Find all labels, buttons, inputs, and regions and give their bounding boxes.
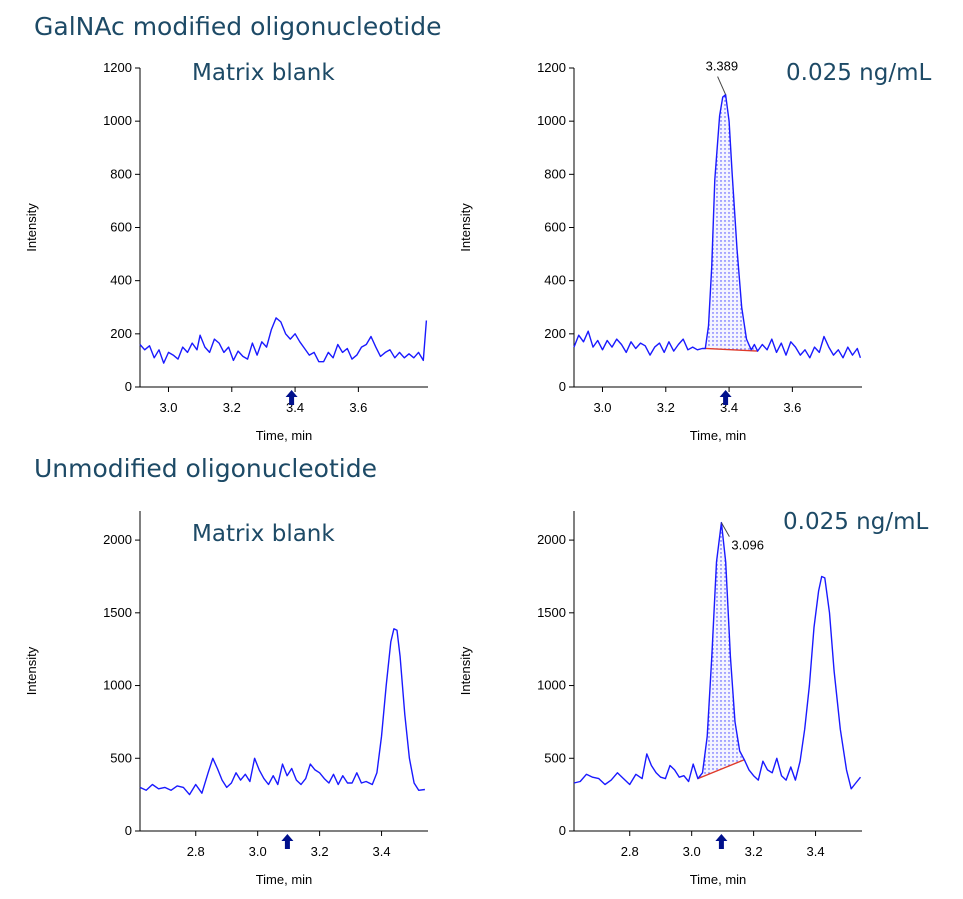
y-tick-label: 1200: [103, 60, 132, 75]
x-tick-label: 3.4: [373, 844, 391, 859]
y-tick-label: 0: [125, 379, 132, 394]
peak-leader-line: [720, 522, 730, 537]
retention-time-arrow-icon: [715, 834, 728, 849]
y-tick-label: 400: [110, 273, 132, 288]
y-axis-title: Intensity: [24, 646, 39, 695]
panel-label-concentration-bottom: 0.025 ng/mL: [783, 509, 929, 535]
peak-label: 3.389: [706, 59, 739, 74]
y-tick-label: 1000: [537, 678, 566, 693]
y-tick-label: 1500: [537, 605, 566, 620]
y-tick-label: 200: [110, 326, 132, 341]
panel-label-matrix-blank-top: Matrix blank: [192, 60, 335, 86]
x-tick-label: 3.2: [311, 844, 329, 859]
y-tick-label: 1000: [537, 113, 566, 128]
peak-baseline: [697, 759, 745, 780]
y-tick-label: 1200: [537, 60, 566, 75]
y-tick-label: 1000: [103, 113, 132, 128]
peak-area: [697, 522, 745, 779]
panel-label-concentration-top: 0.025 ng/mL: [786, 60, 932, 86]
y-axis-title: Intensity: [458, 203, 473, 252]
intensity-trace: [573, 93, 862, 359]
y-tick-label: 200: [544, 326, 566, 341]
x-tick-label: 3.6: [783, 400, 801, 415]
y-tick-label: 2000: [537, 532, 566, 547]
y-tick-label: 0: [559, 823, 566, 838]
y-tick-label: 2000: [103, 532, 132, 547]
x-tick-label: 3.6: [349, 400, 367, 415]
y-tick-label: 400: [544, 273, 566, 288]
x-tick-label: 3.0: [249, 844, 267, 859]
y-axis-title: Intensity: [458, 646, 473, 695]
y-tick-label: 1500: [103, 605, 132, 620]
section-title-unmodified: Unmodified oligonucleotide: [34, 454, 377, 483]
y-tick-label: 600: [544, 220, 566, 235]
peak-area: [705, 94, 758, 352]
section-title-galnac: GalNAc modified oligonucleotide: [34, 12, 442, 41]
y-tick-label: 800: [110, 166, 132, 181]
intensity-trace: [139, 317, 428, 364]
x-tick-label: 3.2: [745, 844, 763, 859]
x-tick-label: 2.8: [187, 844, 205, 859]
x-tick-label: 3.0: [159, 400, 177, 415]
y-axis-title: Intensity: [24, 203, 39, 252]
y-tick-label: 1000: [103, 678, 132, 693]
intensity-trace: [139, 628, 425, 796]
y-tick-label: 500: [110, 750, 132, 765]
x-axis-title: Time, min: [256, 428, 313, 443]
y-tick-label: 0: [559, 379, 566, 394]
x-tick-label: 3.2: [223, 400, 241, 415]
x-tick-label: 3.4: [807, 844, 825, 859]
y-tick-label: 500: [544, 750, 566, 765]
x-tick-label: 3.0: [683, 844, 701, 859]
retention-time-arrow-icon: [281, 834, 294, 849]
x-axis-title: Time, min: [690, 428, 747, 443]
x-tick-label: 3.2: [657, 400, 675, 415]
peak-baseline: [705, 347, 758, 352]
x-axis-title: Time, min: [256, 872, 313, 887]
y-tick-label: 800: [544, 166, 566, 181]
x-axis-title: Time, min: [690, 872, 747, 887]
retention-time-arrow-icon: [285, 390, 298, 405]
retention-time-arrow-icon: [719, 390, 732, 405]
peak-label: 3.096: [731, 538, 764, 553]
y-tick-label: 0: [125, 823, 132, 838]
x-tick-label: 2.8: [621, 844, 639, 859]
peak-leader-line: [717, 76, 727, 95]
panel-label-matrix-blank-bottom: Matrix blank: [192, 521, 335, 547]
intensity-trace: [573, 521, 862, 790]
y-tick-label: 600: [110, 220, 132, 235]
x-tick-label: 3.0: [593, 400, 611, 415]
